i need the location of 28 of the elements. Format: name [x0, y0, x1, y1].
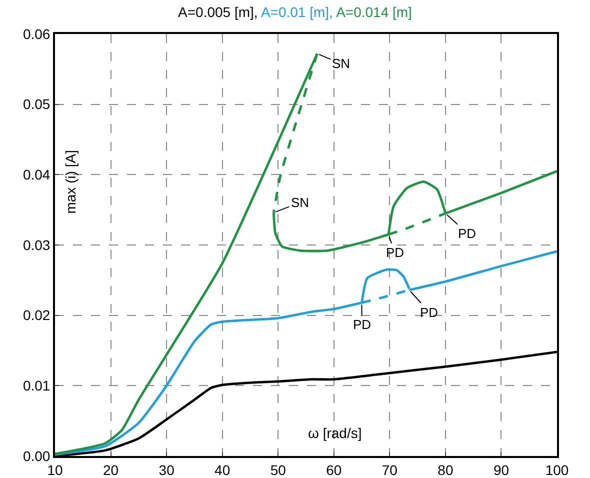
- y-tick-label: 0.02: [22, 307, 50, 324]
- x-tick-label: 70: [382, 462, 398, 478]
- y-tick-label: 0.00: [22, 448, 50, 464]
- text: A=0.005 [m],: [178, 4, 258, 20]
- x-tick-label: 30: [158, 462, 175, 478]
- x-tick-label: 20: [102, 462, 119, 478]
- text: A=0.014 [m]: [336, 4, 412, 20]
- x-tick-label: 10: [47, 462, 63, 478]
- y-tick-label: 0.05: [22, 96, 50, 112]
- y-tick-label: 0.03: [22, 236, 50, 253]
- text: A=0.01 [m],: [260, 4, 333, 20]
- x-tick-label: 90: [493, 462, 510, 478]
- y-tick-label: 0.04: [22, 166, 50, 183]
- annotation: PD: [353, 317, 372, 332]
- x-axis-title: ω [rad/s]: [308, 425, 362, 441]
- x-tick-label: 80: [438, 462, 454, 478]
- annotation: PD: [386, 245, 404, 260]
- annotation: SN: [332, 56, 350, 71]
- y-tick-label: 0.06: [22, 26, 50, 42]
- x-tick-label: 60: [326, 462, 342, 478]
- x-tick-label: 100: [545, 462, 569, 478]
- x-tick-label: 40: [214, 462, 230, 478]
- annotation: PD: [420, 305, 438, 320]
- y-tick-label: 0.01: [22, 378, 50, 394]
- x-tick-label: 50: [270, 462, 286, 478]
- y-axis-title: max (i) [A]: [62, 150, 78, 214]
- annotation: SN: [291, 195, 310, 210]
- annotation: PD: [458, 226, 476, 241]
